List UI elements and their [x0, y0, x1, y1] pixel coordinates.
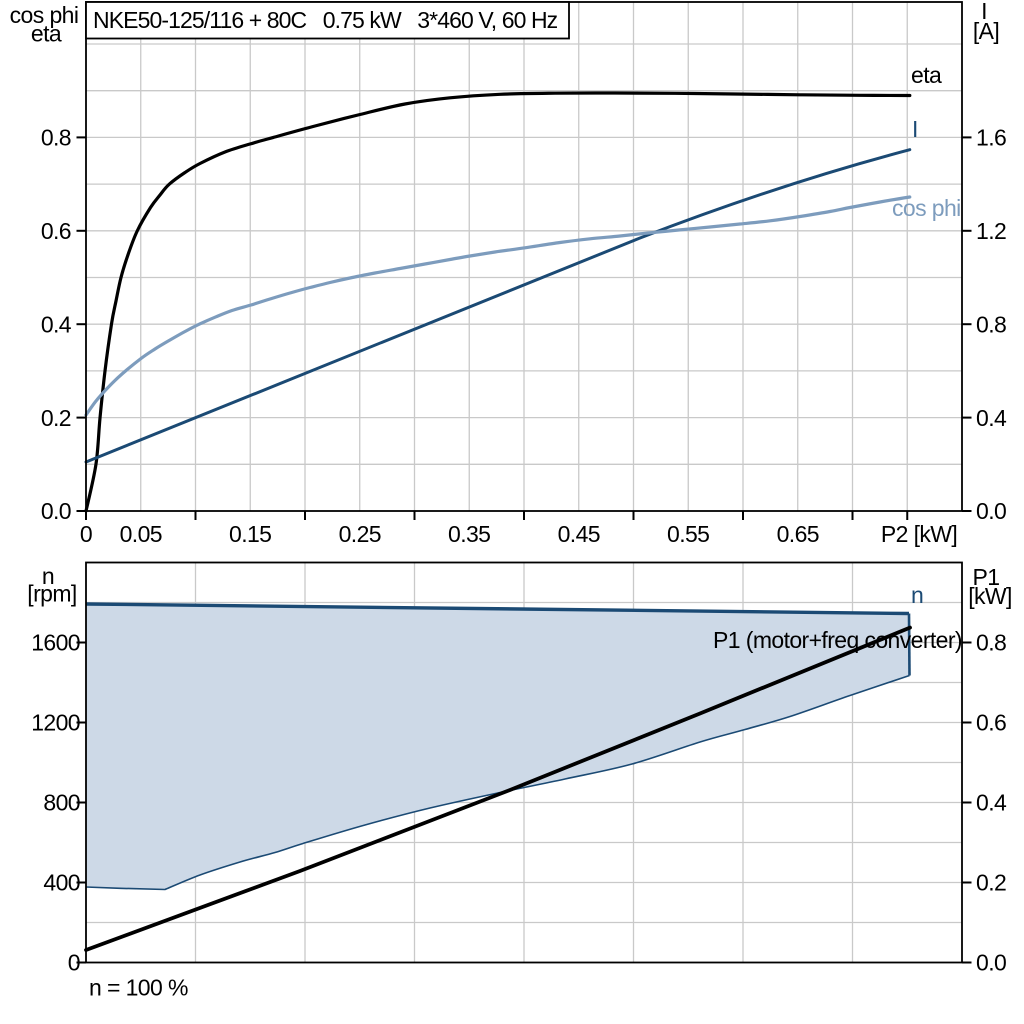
svg-text:1200: 1200: [31, 710, 80, 736]
svg-text:0.8: 0.8: [976, 630, 1006, 656]
svg-text:I: I: [912, 116, 918, 142]
svg-text:[kW]: [kW]: [968, 583, 1012, 609]
svg-text:0.35: 0.35: [448, 521, 490, 547]
svg-text:0.4: 0.4: [41, 311, 72, 337]
svg-text:0.2: 0.2: [41, 405, 71, 431]
svg-text:0.0: 0.0: [41, 498, 71, 524]
svg-text:[rpm]: [rpm]: [27, 581, 76, 607]
svg-text:[A]: [A]: [973, 18, 999, 44]
svg-text:0.2: 0.2: [976, 870, 1006, 896]
svg-text:P1 (motor+freq.converter): P1 (motor+freq.converter): [713, 627, 962, 653]
svg-text:eta: eta: [31, 21, 62, 47]
svg-text:800: 800: [43, 790, 80, 816]
svg-text:cos phi: cos phi: [10, 2, 79, 28]
svg-text:0.55: 0.55: [667, 521, 709, 547]
svg-text:n: n: [911, 582, 923, 608]
svg-text:0.0: 0.0: [976, 950, 1006, 976]
svg-text:n: n: [42, 563, 54, 589]
svg-text:1600: 1600: [31, 630, 80, 656]
svg-text:0.25: 0.25: [339, 521, 381, 547]
svg-text:cos phi: cos phi: [892, 195, 961, 221]
svg-text:0.65: 0.65: [777, 521, 819, 547]
svg-text:P1: P1: [973, 564, 1000, 590]
svg-text:0.15: 0.15: [229, 521, 271, 547]
svg-text:0: 0: [80, 521, 92, 547]
svg-text:eta: eta: [911, 62, 942, 88]
svg-text:0.0: 0.0: [976, 498, 1006, 524]
svg-text:0.8: 0.8: [41, 125, 71, 151]
svg-text:NKE50-125/116 + 80C 0.75 kW: NKE50-125/116 + 80C 0.75 kW 3*460 V, 60 …: [93, 7, 558, 33]
svg-text:n = 100 %: n = 100 %: [89, 975, 188, 1001]
svg-text:P2 [kW]: P2 [kW]: [881, 521, 957, 547]
svg-text:1.6: 1.6: [976, 125, 1006, 151]
svg-text:400: 400: [43, 870, 80, 896]
svg-text:0.4: 0.4: [976, 405, 1007, 431]
svg-text:0.45: 0.45: [558, 521, 600, 547]
svg-text:I: I: [981, 0, 987, 24]
svg-text:0.6: 0.6: [41, 218, 71, 244]
svg-text:0.8: 0.8: [976, 311, 1006, 337]
svg-text:0: 0: [68, 950, 80, 976]
svg-text:1.2: 1.2: [976, 218, 1006, 244]
svg-text:0.6: 0.6: [976, 710, 1006, 736]
svg-text:0.05: 0.05: [120, 521, 162, 547]
svg-text:0.4: 0.4: [976, 790, 1007, 816]
